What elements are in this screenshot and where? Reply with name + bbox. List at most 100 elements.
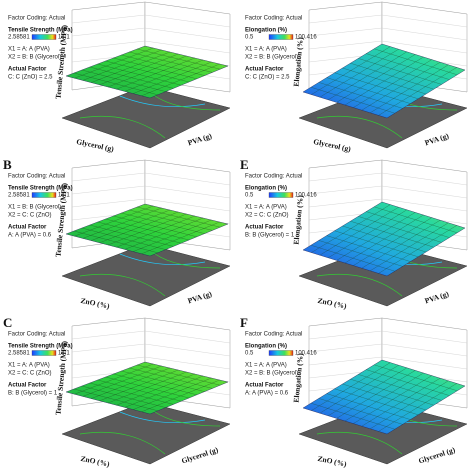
x1-label: X1 = A: A (PVA) (245, 205, 287, 211)
surface-mesh (124, 59, 204, 92)
surface-mesh (141, 63, 220, 96)
wall-grid (381, 185, 468, 199)
surface-mesh (113, 57, 197, 79)
legend-min: 2.58581 (8, 351, 30, 357)
x2-label: X2 = B: B (Glycerol) (8, 55, 61, 61)
legend-bar (31, 350, 57, 356)
wall-grid (71, 14, 146, 24)
x2-label: X2 = B: B (Glycerol) (245, 371, 298, 377)
response-surface (65, 361, 229, 415)
surface-mesh (378, 67, 457, 116)
wall-grid (381, 330, 468, 344)
factor-coding: Factor Coding: Actual (8, 16, 65, 22)
wall-grid (308, 343, 383, 353)
factor-heading: Actual Factor (245, 67, 284, 73)
surface-mesh (129, 51, 213, 73)
surface-mesh (374, 206, 458, 233)
surface-mesh (137, 364, 221, 386)
wall-grid (308, 27, 383, 37)
wall-grid (71, 330, 146, 340)
surface-mesh (107, 213, 187, 246)
wall-grid (71, 27, 146, 37)
wall-grid (144, 330, 231, 344)
wall-grid (71, 343, 146, 353)
wall-grid (144, 343, 231, 357)
legend-title: Elongation (%) (245, 28, 287, 34)
x2-label: X2 = B: B (Glycerol) (245, 55, 298, 61)
z-axis-label: Elongation (%) (292, 194, 305, 244)
legend-min: 2.58581 (8, 193, 30, 199)
surface-mesh (370, 222, 449, 271)
wall-grid (144, 198, 231, 212)
surface-mesh (107, 371, 187, 404)
wall-grid (71, 172, 146, 182)
surface-mesh (361, 378, 441, 427)
wall-grid (308, 172, 383, 182)
wall-grid (381, 172, 468, 186)
legend-bar (31, 192, 57, 198)
surface-mesh (370, 380, 449, 429)
legend-max: 14.1 (58, 35, 70, 41)
wall-grid (144, 172, 231, 186)
contour (79, 431, 166, 455)
wall-grid (144, 185, 231, 199)
surface-mesh (124, 375, 204, 408)
surface-mesh (358, 58, 442, 85)
legend-min: 0.5 (245, 351, 254, 357)
legend-max: 14.1 (58, 351, 70, 357)
x-axis-label: Glycerol (g) (313, 137, 353, 154)
surface-mesh (358, 374, 442, 401)
legend-title: Tensile Strength (MPa) (8, 344, 73, 350)
panel: Factor Coding: Actual Tensile Strength (M… (8, 1, 231, 154)
legend-min: 2.58581 (8, 35, 30, 41)
factor-value: A: A (PVA) = 0.6 (245, 391, 289, 397)
surface-mesh (129, 367, 213, 389)
legend-max: 100.416 (295, 351, 317, 357)
surface-mesh (344, 372, 424, 422)
x2-label: X2 = C: C (ZnO) (245, 213, 289, 219)
surface-mesh (361, 62, 441, 111)
legend-bar (268, 350, 294, 356)
surface-mesh (370, 64, 449, 113)
x-axis-label: ZnO (%) (80, 296, 111, 311)
floor (61, 85, 231, 149)
surface-mesh (137, 48, 221, 70)
x-axis-label: Glycerol (g) (76, 137, 116, 154)
wall-grid (308, 14, 383, 24)
surface-mesh (137, 206, 221, 228)
surface-mesh (124, 217, 204, 250)
surface-mesh (350, 379, 434, 406)
legend-title: Elongation (%) (245, 344, 287, 350)
x-axis-label: ZnO (%) (80, 454, 111, 469)
surface-mesh (141, 221, 220, 254)
wall-grid (144, 356, 231, 370)
panel-letter: B (3, 157, 12, 172)
legend-min: 0.5 (245, 35, 254, 41)
surface-mesh (366, 369, 450, 396)
y-axis-label: PVA (g) (187, 131, 214, 147)
contour (119, 253, 206, 265)
factor-value: C: C (ZnO) = 2.5 (245, 75, 290, 81)
wall-grid (308, 356, 383, 366)
surface-mesh (133, 377, 212, 410)
x1-label: X1 = A: A (PVA) (245, 47, 287, 53)
surface-mesh (133, 219, 212, 252)
surface-mesh (353, 217, 432, 266)
wall-grid (308, 330, 383, 340)
surface-mesh (113, 373, 197, 395)
x2-label: X2 = C: C (ZnO) (8, 371, 52, 377)
surface-mesh (366, 211, 450, 238)
surface-mesh (353, 59, 432, 108)
legend-title: Elongation (%) (245, 186, 287, 192)
x-axis-label: ZnO (%) (317, 296, 348, 311)
x1-label: X1 = A: A (PVA) (8, 47, 50, 53)
x2-label: X2 = C: C (ZnO) (8, 213, 52, 219)
wall-grid (381, 40, 468, 54)
wall-grid (381, 356, 468, 370)
wall-grid (308, 40, 383, 50)
wall-grid (71, 40, 146, 50)
wall-grid (71, 185, 146, 195)
